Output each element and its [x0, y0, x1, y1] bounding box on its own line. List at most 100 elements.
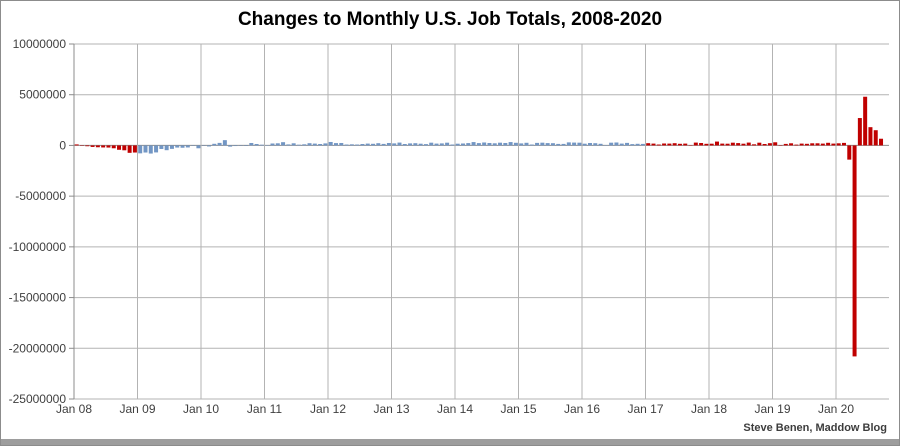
chart-bar [699, 142, 704, 146]
chart-bar [434, 143, 439, 146]
chart-bar [233, 145, 238, 147]
chart-bar [471, 142, 476, 146]
chart-bar [582, 143, 587, 146]
chart-bar [418, 143, 423, 146]
chart-bar [794, 144, 799, 146]
chart-bar [826, 142, 831, 146]
chart-bar [730, 142, 735, 146]
chart-bar [635, 143, 640, 146]
chart-bar [312, 143, 317, 146]
chart-bar [270, 143, 275, 146]
chart-bar [450, 144, 455, 146]
chart-bar [767, 143, 772, 146]
x-tick-label: Jan 17 [627, 402, 663, 416]
chart-bar [487, 142, 492, 146]
chart-bar [762, 144, 767, 146]
chart-bar [847, 145, 852, 160]
chart-bar [810, 143, 815, 146]
chart-bar [550, 143, 555, 146]
chart-bar [185, 145, 190, 148]
chart-bar [339, 142, 344, 146]
chart-bar [164, 145, 169, 151]
chart-bar [127, 145, 132, 153]
chart-bar [371, 143, 376, 146]
y-tick-label: -20000000 [9, 341, 67, 355]
chart-bar [460, 143, 465, 146]
chart-bar [143, 145, 148, 153]
chart-bar [159, 145, 164, 149]
y-tick-label: 10000000 [13, 37, 67, 51]
chart-bar [498, 142, 503, 146]
chart-bar [318, 144, 323, 146]
y-tick-label: -10000000 [9, 240, 67, 254]
chart-bar [455, 143, 460, 146]
chart-bar [831, 143, 836, 146]
chart-bar [386, 142, 391, 146]
x-tick-label: Jan 16 [564, 402, 600, 416]
chart-bar [741, 143, 746, 146]
x-tick-label: Jan 20 [818, 402, 854, 416]
chart-bar [783, 143, 788, 146]
chart-bar [662, 143, 667, 146]
chart-bar [360, 144, 365, 146]
chart-bar [836, 143, 841, 146]
chart-bar [175, 145, 180, 148]
chart-bar [513, 142, 518, 146]
chart-bar [725, 143, 730, 146]
chart-bar [122, 145, 127, 151]
chart-bar [148, 145, 153, 154]
chart-bar [672, 143, 677, 146]
chart-bar [609, 142, 614, 146]
chart-bar [323, 143, 328, 146]
chart-bar [598, 143, 603, 146]
y-tick-label: -5000000 [15, 189, 66, 203]
chart-bar [244, 145, 249, 146]
chart-bar [646, 143, 651, 146]
chart-bar [132, 145, 137, 153]
chart-bar [656, 144, 661, 146]
x-tick-label: Jan 19 [754, 402, 790, 416]
chart-bar [630, 144, 635, 146]
chart-bar [212, 143, 217, 146]
chart-bar [535, 142, 540, 146]
chart-bar [74, 144, 79, 146]
chart-bar [333, 143, 338, 146]
chart-bar [392, 143, 397, 146]
chart-bar [349, 144, 354, 146]
y-tick-label: -15000000 [9, 291, 67, 305]
chart-bar [540, 142, 545, 146]
chart-bar [95, 145, 100, 148]
chart-bar [222, 140, 227, 146]
chart-bar [180, 145, 185, 148]
chart-bar [614, 142, 619, 146]
chart-bar [154, 145, 159, 153]
chart-title: Changes to Monthly U.S. Job Totals, 2008… [237, 9, 663, 30]
chart-bar [736, 143, 741, 146]
chart-bar [90, 145, 95, 147]
chart-bar [296, 144, 301, 146]
chart-bar [566, 142, 571, 146]
chart-bar [117, 145, 122, 150]
chart-bar [423, 144, 428, 146]
chart-bar [852, 145, 857, 357]
chart-bar [508, 142, 513, 146]
chart-bar [651, 143, 656, 146]
chart-bar [376, 143, 381, 146]
chart-bar [863, 96, 868, 146]
chart-bar [561, 143, 566, 146]
chart-bar [815, 143, 820, 146]
chart-bar [101, 145, 106, 148]
chart-bar [820, 143, 825, 146]
chart-bar [344, 144, 349, 146]
x-tick-label: Jan 12 [310, 402, 346, 416]
chart-bar [773, 142, 778, 146]
chart-bar [519, 143, 524, 146]
chart-bar [868, 127, 873, 146]
chart-bar [275, 143, 280, 146]
chart-bar [169, 145, 174, 149]
chart-bar [529, 144, 534, 146]
chart-bar [545, 143, 550, 146]
credit-text: Steve Benen, Maddow Blog [743, 422, 887, 434]
x-tick-label: Jan 08 [56, 402, 92, 416]
